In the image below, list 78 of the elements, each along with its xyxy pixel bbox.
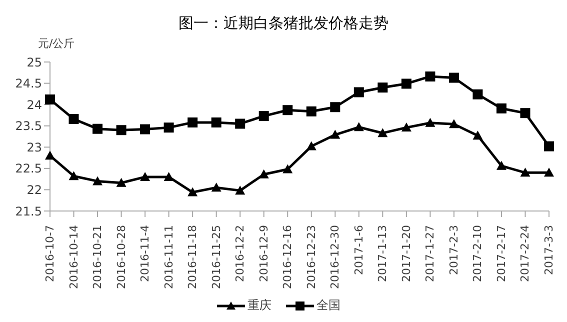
- x-tick-label: 2016-11-25: [210, 225, 223, 289]
- point: [448, 119, 459, 128]
- point: [140, 172, 150, 181]
- point: [544, 168, 554, 177]
- point: [68, 114, 79, 124]
- point: [330, 130, 340, 139]
- point: [258, 111, 269, 122]
- point: [211, 117, 222, 128]
- point: [116, 125, 126, 136]
- x-tick-label: 2016-12-9: [257, 225, 270, 282]
- x-tick-label: 2017-2-24: [518, 225, 532, 282]
- point: [68, 171, 79, 180]
- point: [544, 141, 554, 152]
- y-tick-label: 24: [26, 98, 42, 112]
- point: [472, 130, 483, 140]
- y-tick-label: 23.5: [15, 119, 42, 134]
- x-tick-label: 2017-1-20: [400, 225, 413, 282]
- x-tick-label: 2017-1-27: [424, 225, 437, 282]
- legend-label: 重庆: [246, 297, 272, 314]
- point: [520, 108, 530, 118]
- point: [472, 89, 483, 100]
- x-tick-label: 2016-12-30: [328, 225, 342, 289]
- point: [235, 186, 246, 195]
- y-tick-label: 22.5: [15, 162, 42, 176]
- y-tick-label: 24.5: [15, 76, 42, 91]
- x-tick-label: 2017-3-3: [542, 225, 556, 275]
- point: [235, 118, 246, 129]
- x-tick-label: 2016-10-7: [44, 225, 56, 282]
- x-tick-label: 2016-12-23: [304, 225, 318, 289]
- x-tick-label: 2016-11-18: [186, 225, 200, 289]
- point: [306, 141, 316, 150]
- point: [425, 118, 436, 127]
- point: [258, 169, 269, 178]
- x-tick-label: 2016-10-21: [91, 225, 104, 289]
- point: [354, 87, 364, 98]
- y-tick-label: 22: [26, 182, 42, 197]
- point: [496, 103, 506, 114]
- x-tick-label: 2017-2-17: [494, 225, 508, 282]
- point: [306, 106, 316, 116]
- y-tick-label: 21.5: [15, 204, 42, 218]
- point: [45, 94, 55, 104]
- point: [140, 124, 150, 134]
- legend-label: 全国: [316, 297, 340, 314]
- point: [164, 172, 174, 181]
- point: [520, 168, 530, 177]
- point: [45, 150, 55, 160]
- point: [282, 164, 293, 174]
- point: [425, 71, 436, 82]
- point: [448, 72, 459, 83]
- point: [378, 128, 388, 138]
- chart-title: 图一：近期白条猪批发价格走势: [178, 14, 388, 32]
- point: [116, 178, 126, 187]
- x-tick-label: 2017-1-6: [352, 225, 366, 275]
- x-tick-label: 2017-2-10: [471, 225, 484, 282]
- y-tick-label: 25: [26, 55, 42, 70]
- point: [92, 124, 103, 134]
- point: [496, 160, 506, 170]
- x-tick-label: 2016-12-2: [234, 225, 247, 282]
- x-tick-label: 2016-10-14: [67, 225, 80, 289]
- point: [378, 82, 388, 93]
- x-tick-label: 2016-12-16: [281, 225, 294, 289]
- point: [401, 122, 412, 132]
- x-tick-label: 2017-1-13: [376, 225, 390, 282]
- point: [188, 187, 198, 196]
- y-tick-label: 23: [26, 140, 42, 154]
- point: [211, 182, 222, 192]
- x-tick-label: 2016-11-11: [162, 225, 176, 289]
- point: [330, 102, 340, 112]
- x-tick-label: 2016-11-4: [138, 225, 152, 282]
- point: [354, 122, 364, 132]
- point: [92, 176, 103, 186]
- point: [401, 78, 412, 89]
- x-tick-label: 2016-10-28: [114, 225, 128, 289]
- point: [188, 117, 198, 128]
- point: [282, 105, 293, 116]
- point: [164, 122, 174, 133]
- x-tick-label: 2017-2-3: [447, 225, 460, 275]
- y-axis-title: 元/公斤: [38, 36, 75, 51]
